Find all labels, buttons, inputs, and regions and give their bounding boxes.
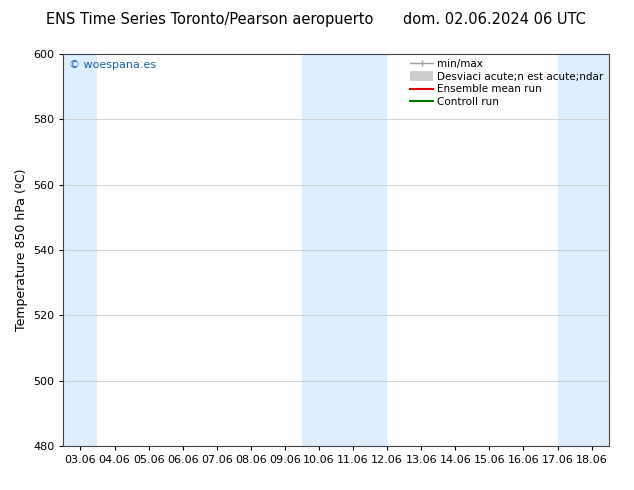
Text: © woespana.es: © woespana.es [69,60,156,70]
Text: ENS Time Series Toronto/Pearson aeropuerto: ENS Time Series Toronto/Pearson aeropuer… [46,12,373,27]
Bar [557,54,609,446]
Bar [302,54,387,446]
Text: dom. 02.06.2024 06 UTC: dom. 02.06.2024 06 UTC [403,12,586,27]
Bar [63,54,98,446]
Legend: min/max, Desviaci acute;n est acute;ndar, Ensemble mean run, Controll run: min/max, Desviaci acute;n est acute;ndar… [408,57,605,109]
Y-axis label: Temperature 850 hPa (ºC): Temperature 850 hPa (ºC) [15,169,27,331]
